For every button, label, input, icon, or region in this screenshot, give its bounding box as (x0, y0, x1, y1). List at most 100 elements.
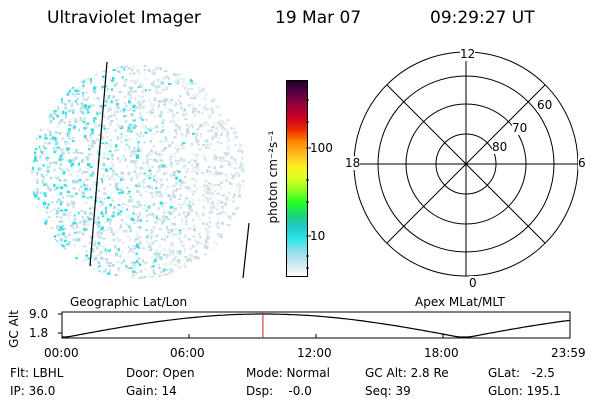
uv-dot (143, 178, 147, 181)
uv-dot (196, 172, 199, 175)
uv-dot (161, 125, 164, 129)
uv-dot (32, 222, 35, 226)
uv-dot (192, 190, 195, 192)
uv-dot (152, 215, 155, 218)
uv-dot (186, 167, 189, 171)
uv-dot (150, 265, 153, 268)
uv-dot (246, 137, 248, 140)
uv-dot (55, 240, 59, 243)
uv-dot (197, 268, 201, 272)
uv-dot (41, 233, 44, 237)
uv-dot (49, 210, 53, 212)
uv-dot (189, 248, 192, 250)
uv-dot (157, 106, 160, 109)
uv-dot (73, 270, 76, 273)
uv-dot (35, 99, 39, 104)
uv-dot (52, 239, 57, 241)
uv-dot (172, 173, 176, 176)
uv-dot (190, 209, 193, 213)
uv-dot (126, 215, 130, 219)
uv-dot (110, 162, 115, 166)
uv-dot (115, 230, 118, 233)
uv-dot (232, 196, 234, 199)
uv-dot (31, 241, 34, 244)
uv-dot (93, 275, 96, 278)
uv-dot (105, 146, 109, 149)
uv-dot (174, 129, 177, 132)
uv-dot (163, 253, 166, 256)
uv-dot (75, 93, 79, 95)
uv-dot (63, 65, 66, 67)
uv-dot (215, 207, 219, 211)
uv-dot (54, 96, 56, 100)
uv-dot (203, 123, 207, 127)
uv-dot (210, 107, 214, 111)
filter-info: Flt: LBHL (10, 366, 64, 380)
uv-dot (110, 175, 114, 179)
uv-dot (49, 114, 53, 118)
uv-dot (109, 203, 112, 207)
colorbar-unit-label: photon cm⁻²s⁻¹ (266, 130, 280, 224)
uv-dot (36, 89, 40, 93)
uv-dot (43, 63, 45, 65)
uv-dot (155, 215, 159, 217)
uv-dot (162, 141, 164, 144)
uv-dot (119, 109, 123, 113)
uv-dot (64, 267, 68, 272)
uv-dot (237, 81, 241, 85)
uv-dot (38, 247, 42, 251)
uv-dot (212, 207, 215, 211)
uv-dot (205, 139, 209, 143)
uv-dot (79, 108, 83, 111)
uv-dot (91, 268, 96, 271)
uv-dot (220, 270, 222, 274)
uv-dot (103, 274, 107, 277)
uv-dot (127, 67, 131, 70)
uv-dot (212, 274, 216, 277)
uv-dot (104, 257, 109, 261)
uv-dot (85, 155, 90, 159)
uv-dot (45, 182, 48, 186)
uv-dot (50, 249, 53, 253)
uv-dot (129, 195, 132, 198)
uv-dot (224, 63, 227, 65)
lat-label-80: 80 (492, 140, 508, 154)
uv-dot (34, 151, 37, 155)
uv-dot (121, 110, 125, 114)
uv-dot (170, 262, 173, 266)
uv-dot (215, 156, 218, 159)
uv-dot (241, 280, 244, 282)
uv-dot (157, 84, 161, 89)
uv-dot (100, 275, 104, 279)
uv-dot (220, 132, 223, 136)
uv-dot (143, 276, 146, 278)
uv-dot (121, 76, 124, 79)
uv-dot (100, 134, 103, 137)
uv-dot (184, 113, 189, 117)
uv-dot (196, 73, 199, 77)
uv-dot (248, 139, 250, 142)
uv-dot (164, 188, 167, 191)
uv-dot (40, 259, 43, 263)
uv-dot (39, 229, 44, 233)
uv-dot (31, 113, 33, 115)
uv-dot (122, 203, 125, 205)
uv-dot (230, 162, 233, 165)
uv-dot (224, 173, 227, 176)
uv-dot (78, 231, 82, 233)
uv-dot (210, 100, 213, 103)
uv-dot (165, 99, 169, 102)
uv-dot (234, 259, 237, 263)
uv-dot (44, 137, 48, 140)
uv-dot (150, 112, 154, 114)
uv-dot (204, 237, 207, 239)
uv-dot (74, 120, 77, 124)
uv-dot (154, 221, 158, 224)
uv-dot (213, 166, 217, 170)
uv-dot (64, 240, 67, 244)
uv-dot (64, 236, 68, 238)
uv-dot (208, 144, 211, 148)
uv-dot (36, 116, 39, 120)
uv-dot (208, 182, 212, 185)
uv-dot (141, 65, 144, 66)
